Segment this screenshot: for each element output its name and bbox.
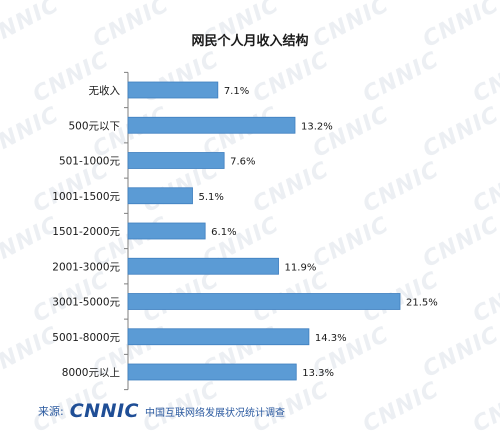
- category-label: 500元以下: [68, 120, 120, 132]
- bar-chart: 无收入 7.1% 500元以下 13.2% 501-1000元 7.6% 1001-1500…: [52, 71, 438, 391]
- value-label: 6.1%: [211, 227, 236, 238]
- category-label: 5001-8000元: [52, 332, 120, 344]
- category-label: 3001-5000元: [52, 297, 120, 309]
- chart-title: 网民个人月收入结构: [191, 34, 309, 49]
- value-label: 7.6%: [230, 157, 255, 168]
- value-label: 7.1%: [224, 86, 249, 97]
- source-label: 来源:: [38, 405, 64, 418]
- bar: [127, 81, 219, 99]
- value-label: 13.3%: [302, 368, 334, 379]
- bar: [127, 293, 401, 310]
- value-label: 13.2%: [301, 121, 333, 132]
- cnnic-logo: CNNIC: [69, 400, 139, 422]
- category-label: 501-1000元: [59, 156, 121, 168]
- category-label: 无收入: [89, 84, 121, 97]
- value-label: 5.1%: [199, 192, 224, 203]
- bar: [127, 116, 296, 134]
- bar: [127, 328, 310, 346]
- category-label: 1501-2000元: [52, 226, 120, 238]
- source-footer: 来源: CNNIC 中国互联网络发展状况统计调查: [38, 400, 285, 422]
- bar: [127, 363, 297, 381]
- bar: [127, 187, 193, 205]
- source-organization: 中国互联网络发展状况统计调查: [144, 407, 285, 419]
- value-label: 14.3%: [315, 333, 347, 344]
- bar: [127, 152, 225, 169]
- value-label: 11.9%: [285, 262, 317, 273]
- category-label: 8000元以上: [62, 367, 120, 379]
- value-label: 21.5%: [406, 298, 438, 309]
- bar: [127, 222, 206, 240]
- category-label: 1001-1500元: [52, 191, 120, 203]
- category-label: 2001-3000元: [52, 261, 120, 273]
- bar: [127, 257, 279, 275]
